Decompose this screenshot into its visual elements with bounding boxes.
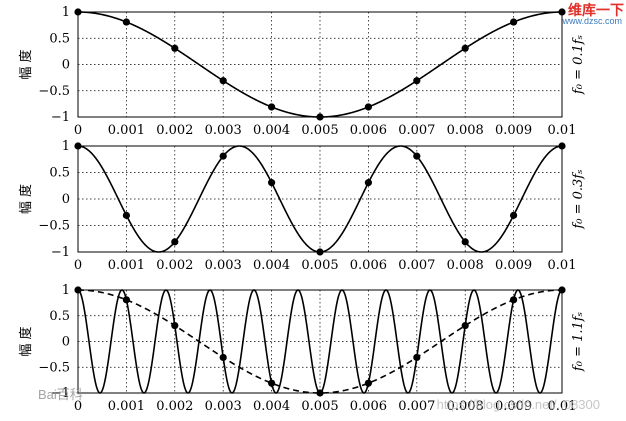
x-tick-label: 0.01 <box>548 258 577 273</box>
x-tick-label: 0.008 <box>447 123 484 138</box>
y-tick-label: 0.5 <box>49 309 70 324</box>
sample-point <box>74 142 82 150</box>
x-tick-label: 0.004 <box>253 258 290 273</box>
x-tick-label: 0.006 <box>350 123 387 138</box>
blog-watermark: https://blog.csdn.net/..08300 <box>436 397 600 412</box>
x-tick-label: 0.005 <box>301 399 338 414</box>
panel-label: f₀ = 0.3fₛ <box>571 169 586 229</box>
x-tick-label: 0.01 <box>548 399 577 414</box>
y-tick-label: −1 <box>51 110 70 125</box>
sample-point <box>219 77 227 85</box>
y-tick-label: 0 <box>62 335 70 350</box>
chart-panel-3: 0 0.001 0.002 0.003 0.004 0.005 0.006 0.007 0.00… <box>18 283 586 414</box>
x-tick-label: 0.004 <box>253 399 290 414</box>
y-axis-label: 幅 度 <box>18 49 34 79</box>
sample-point <box>558 286 566 294</box>
y-tick-label: 0 <box>62 58 70 73</box>
sample-point <box>122 211 130 219</box>
baidu-watermark: Bai百科 <box>38 387 83 402</box>
panel-label: f₀ = 1.1fₛ <box>571 312 586 372</box>
sample-point <box>219 353 227 362</box>
x-tick-label: 0.006 <box>350 399 387 414</box>
sample-point <box>74 286 82 294</box>
sample-point <box>122 18 130 26</box>
y-tick-label: 0.5 <box>49 166 70 181</box>
x-tick-label: 0.005 <box>301 123 338 138</box>
y-tick-label: −1 <box>51 386 70 401</box>
y-tick-label: 0.5 <box>49 31 70 46</box>
y-tick-label: −0.5 <box>38 219 70 234</box>
x-tick-label: 0.001 <box>108 399 145 414</box>
y-tick-label: 1 <box>62 139 70 154</box>
sample-point <box>364 103 372 111</box>
x-tick-label: 0.003 <box>205 399 242 414</box>
sample-point <box>171 321 179 330</box>
x-tick-label: 0.002 <box>156 258 193 273</box>
sample-point <box>364 379 372 387</box>
sample-point <box>268 179 276 187</box>
x-tick-label: 0.01 <box>548 123 577 138</box>
x-tick-label: 0.006 <box>350 258 387 273</box>
sample-point <box>509 211 518 219</box>
sample-point <box>316 248 324 256</box>
x-tick-label: 0.008 <box>447 399 484 414</box>
sample-point <box>461 238 469 246</box>
y-tick-label: −1 <box>51 245 70 260</box>
sample-point <box>74 8 82 16</box>
x-tick-label: 0.007 <box>398 123 435 138</box>
sample-point <box>316 113 324 121</box>
x-tick-label: 0.007 <box>398 258 435 273</box>
x-tick-label: 0.009 <box>495 399 532 414</box>
x-tick-label: 0.002 <box>156 399 193 414</box>
y-tick-label: −0.5 <box>38 360 70 375</box>
alias-signal-line <box>78 289 562 394</box>
sample-point <box>413 152 421 160</box>
sample-point <box>219 152 227 160</box>
x-tick-label: 0.003 <box>205 258 242 273</box>
y-axis-label: 幅 度 <box>18 326 34 356</box>
x-tick-label: 0 <box>74 399 82 414</box>
chart-panel-1: 0 0.001 0.002 0.003 0.004 0.005 0.006 0.007 0.00… <box>18 5 586 138</box>
sample-point <box>461 44 469 52</box>
sample-point <box>413 353 421 362</box>
panel-label: f₀ = 0.1fₛ <box>571 35 586 95</box>
sample-point <box>413 77 421 85</box>
sample-point <box>171 44 179 52</box>
chart-panel-2: 0 0.001 0.002 0.003 0.004 0.005 0.006 0.007 0.00… <box>18 139 586 273</box>
x-tick-label: 0.007 <box>398 399 435 414</box>
x-tick-label: 0.001 <box>108 123 145 138</box>
sample-point <box>171 238 179 246</box>
x-tick-label: 0.009 <box>495 123 532 138</box>
sample-point <box>268 103 276 111</box>
x-tick-label: 0.008 <box>447 258 484 273</box>
y-tick-label: 1 <box>62 5 70 20</box>
x-tick-label: 0.003 <box>205 123 242 138</box>
site-url-watermark: www.dzsc.com <box>562 16 622 26</box>
sample-point <box>509 296 518 304</box>
y-axis-label: 幅 度 <box>18 184 34 214</box>
sample-point <box>316 389 324 397</box>
sample-point <box>461 321 469 330</box>
x-tick-label: 0.009 <box>495 258 532 273</box>
y-tick-label: −0.5 <box>38 84 70 99</box>
y-tick-label: 0 <box>62 192 70 207</box>
sample-point <box>509 18 518 26</box>
sample-point <box>122 296 130 304</box>
x-tick-label: 0.001 <box>108 258 145 273</box>
sample-point <box>558 8 566 16</box>
sample-point <box>558 142 566 150</box>
sample-point <box>364 179 372 187</box>
sample-point <box>268 379 276 387</box>
site-watermark: 维库一下 <box>568 2 624 18</box>
x-tick-label: 0.002 <box>156 123 193 138</box>
x-tick-label: 0.004 <box>253 123 290 138</box>
y-tick-label: 1 <box>62 283 70 298</box>
x-tick-label: 0.005 <box>301 258 338 273</box>
x-tick-label: 0 <box>74 123 82 138</box>
x-tick-label: 0 <box>74 258 82 273</box>
